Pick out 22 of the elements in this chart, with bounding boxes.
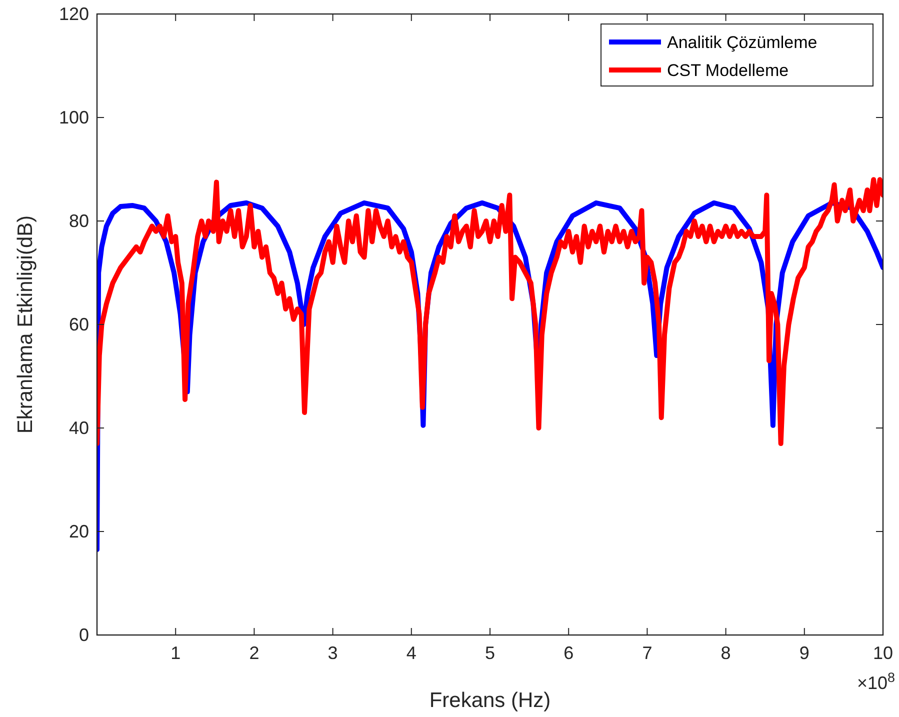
y-tick-label: 20 <box>68 522 89 542</box>
y-tick-label: 60 <box>68 314 89 334</box>
x-tick-label: 6 <box>564 643 574 663</box>
x-tick-label: 8 <box>720 643 731 663</box>
x-tick-label: 10 <box>872 643 894 663</box>
legend-label: CST Modelleme <box>667 61 789 80</box>
text: ×10$^{8}$ <box>856 670 895 693</box>
x-tick-label: 1 <box>170 643 181 663</box>
y-tick-label: 0 <box>78 625 89 645</box>
y-tick-label: 80 <box>68 211 89 231</box>
y-tick-label: 100 <box>58 108 89 128</box>
x-axis-title: Frekans (Hz) <box>429 689 551 712</box>
x-tick-label: 7 <box>642 643 652 663</box>
x-tick-label: 2 <box>249 643 260 663</box>
x-tick-label: 3 <box>328 643 338 663</box>
x-tick-label: 4 <box>406 643 416 663</box>
x-tick-label: 5 <box>484 643 496 663</box>
y-tick-label: 40 <box>68 418 89 438</box>
y-tick-label: 120 <box>58 4 89 24</box>
y-axis-title: Ekranlama Etkinligi(dB) <box>14 215 37 434</box>
legend-label: Analitik Çözümleme <box>667 33 818 52</box>
x-tick-label: 9 <box>799 643 810 663</box>
